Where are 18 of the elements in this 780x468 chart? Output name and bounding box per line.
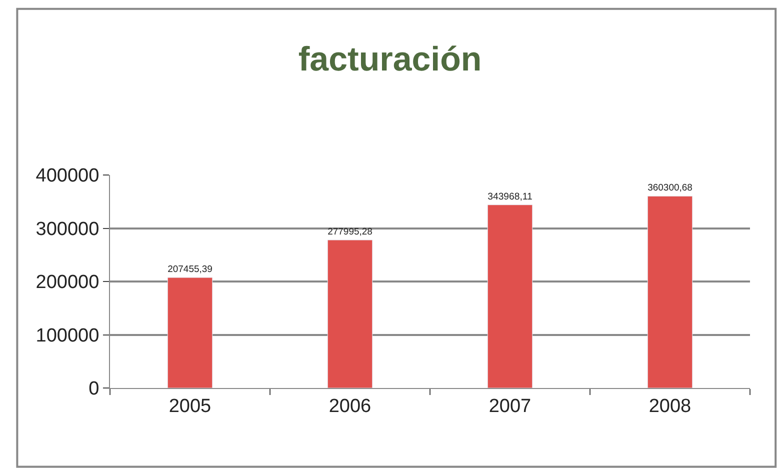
y-tick-label: 400000 bbox=[36, 166, 100, 187]
bar bbox=[327, 240, 373, 388]
x-tick-label: 2008 bbox=[648, 396, 692, 417]
x-tick-label: 2007 bbox=[488, 396, 532, 417]
y-tick-label: 0 bbox=[88, 378, 100, 400]
bar bbox=[487, 204, 533, 388]
x-tick-label: 2006 bbox=[328, 396, 372, 417]
data-label: 277995,28 bbox=[328, 226, 372, 238]
data-label: 207455,39 bbox=[168, 264, 212, 276]
y-tick-label: 200000 bbox=[36, 272, 100, 294]
bar bbox=[647, 196, 693, 388]
chart-title: facturación bbox=[298, 40, 482, 79]
bar bbox=[167, 277, 213, 388]
y-tick-label: 100000 bbox=[36, 325, 100, 346]
data-label: 343968,11 bbox=[488, 191, 532, 202]
x-tick-label: 2005 bbox=[168, 396, 212, 417]
y-tick-label: 300000 bbox=[36, 218, 100, 240]
data-label: 360300,68 bbox=[648, 182, 692, 194]
